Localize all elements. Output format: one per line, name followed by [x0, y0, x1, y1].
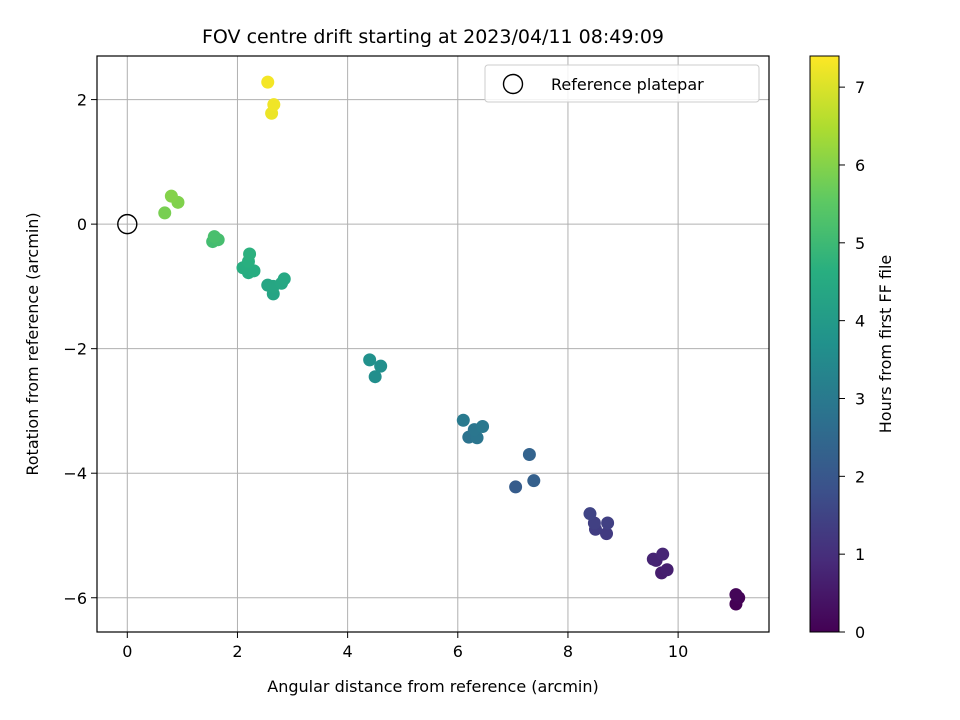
data-point	[583, 507, 597, 521]
data-point	[267, 98, 281, 112]
data-point	[164, 189, 178, 203]
y-tick-label: −2	[63, 340, 87, 359]
y-tick-label: −4	[63, 464, 87, 483]
data-point	[207, 230, 221, 244]
x-tick-label: 4	[343, 642, 353, 661]
data-point	[374, 359, 388, 373]
data-point	[363, 353, 377, 367]
data-point	[261, 75, 275, 89]
data-point	[456, 413, 470, 427]
colorbar-ticks: 0 1 2 3 4 5 6 7	[839, 78, 865, 642]
legend-marker-icon	[502, 73, 524, 95]
colorbar-tick-label: 5	[855, 234, 865, 253]
data-point	[729, 588, 743, 602]
x-axis-ticks: 0 2 4 6 8 10	[122, 632, 688, 661]
data-points	[158, 75, 746, 611]
legend: Reference platepar	[484, 64, 760, 103]
data-point	[368, 370, 382, 384]
reference-marker-layer	[117, 213, 138, 235]
x-axis-label: Angular distance from reference (arcmin)	[267, 677, 598, 696]
data-point	[277, 272, 291, 286]
y-axis-label: Rotation from reference (arcmin)	[23, 212, 42, 475]
colorbar-tick-label: 0	[855, 623, 865, 642]
data-point	[601, 516, 615, 530]
data-point	[243, 247, 257, 261]
colorbar-gradient	[809, 55, 840, 633]
colorbar-tick-label: 7	[855, 78, 865, 97]
x-tick-label: 2	[232, 642, 242, 661]
legend-box	[484, 64, 760, 103]
reference-point-marker	[117, 213, 138, 235]
colorbar-tick-label: 3	[855, 389, 865, 408]
data-point	[600, 527, 614, 541]
data-point	[656, 547, 670, 561]
data-point	[476, 420, 490, 434]
y-tick-label: −6	[63, 589, 87, 608]
legend-label: Reference platepar	[551, 75, 704, 94]
colorbar: 0 1 2 3 4 5 6 7 Hours from first FF file	[809, 55, 895, 642]
chart-title: FOV centre drift starting at 2023/04/11 …	[202, 26, 664, 48]
data-point	[527, 474, 541, 488]
x-tick-label: 10	[668, 642, 688, 661]
y-axis-ticks: −6 −4 −2 0 2	[63, 91, 97, 608]
plot-area-frame	[96, 55, 770, 633]
data-point	[522, 448, 536, 462]
colorbar-tick-label: 4	[855, 312, 865, 331]
colorbar-label: Hours from first FF file	[876, 255, 895, 434]
x-tick-label: 0	[122, 642, 132, 661]
x-tick-label: 6	[453, 642, 463, 661]
y-tick-label: 2	[77, 91, 87, 110]
data-point	[509, 480, 523, 494]
colorbar-tick-label: 1	[855, 545, 865, 564]
x-tick-label: 8	[563, 642, 573, 661]
y-tick-label: 0	[77, 215, 87, 234]
colorbar-tick-label: 2	[855, 467, 865, 486]
colorbar-tick-label: 6	[855, 156, 865, 175]
data-point	[660, 563, 674, 577]
data-point	[158, 206, 172, 220]
